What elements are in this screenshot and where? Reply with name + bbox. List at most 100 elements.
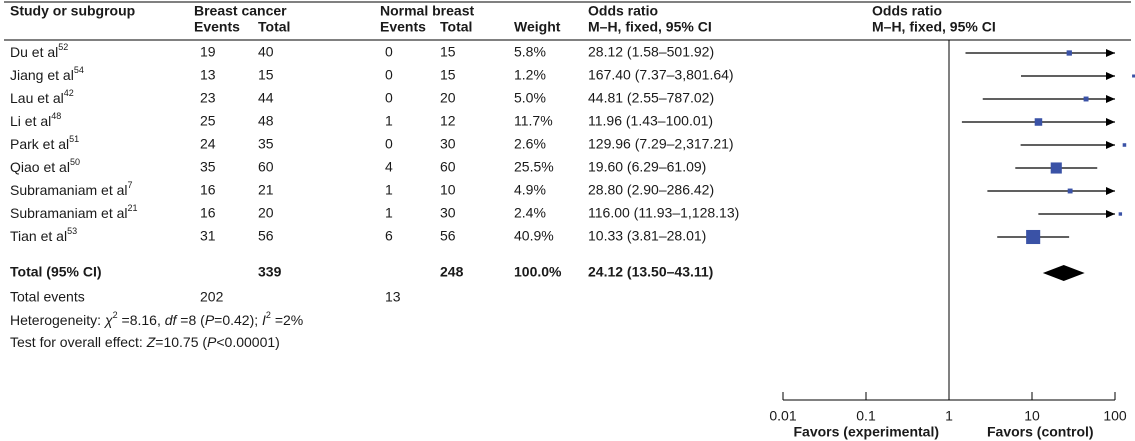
events: 23: [200, 90, 216, 106]
study-label: Tian et al: [10, 228, 67, 244]
text-part: =8.16,: [118, 312, 165, 328]
events: 35: [200, 159, 216, 175]
total: 30: [440, 136, 456, 152]
weight: 5.0%: [514, 90, 546, 106]
events: 24: [200, 136, 216, 152]
text-part: 2: [266, 310, 271, 320]
study-ref: 42: [64, 88, 74, 98]
ci-label: 28.80 (2.90–286.42): [588, 182, 714, 198]
study-ref: 50: [70, 157, 80, 167]
header: Odds ratio: [872, 3, 942, 19]
total: 60: [440, 159, 456, 175]
text-part: =10.75 (: [155, 334, 207, 350]
text-part: <0.00001): [216, 334, 279, 350]
header: Normal breast: [380, 3, 474, 19]
study-square: [1067, 188, 1073, 194]
study-name: Lau et al42: [10, 88, 74, 105]
study-label: Du et al: [10, 44, 58, 60]
header: Odds ratio: [588, 3, 658, 19]
x-tick-label: 100: [1103, 408, 1127, 424]
total: 44: [258, 90, 274, 106]
study-label: Qiao et al: [10, 159, 70, 175]
events: 0: [385, 44, 393, 60]
study-name: Jiang et al54: [10, 65, 84, 82]
ci-label: 129.96 (7.29–2,317.21): [588, 136, 734, 152]
text-part: df: [165, 312, 179, 328]
total-diamond: [1042, 265, 1085, 281]
study-name: Du et al52: [10, 42, 68, 59]
header: M–H, fixed, 95% CI: [872, 19, 996, 35]
text-part: P: [205, 312, 215, 328]
weight: 4.9%: [514, 182, 546, 198]
total: 248: [440, 264, 464, 280]
ci-arrow: [1106, 95, 1115, 103]
study-square: [1026, 229, 1041, 245]
header: Weight: [514, 19, 561, 35]
heterogeneity: Heterogeneity: χ2 =8.16, df =8 (P=0.42);…: [10, 310, 303, 327]
total: 339: [258, 264, 282, 280]
total: 40: [258, 44, 274, 60]
total: 35: [258, 136, 274, 152]
ci-arrow: [1106, 141, 1115, 149]
ci-label: 167.40 (7.37–3,801.64): [588, 67, 734, 83]
ci-arrow: [1106, 49, 1115, 57]
ci-label: 28.12 (1.58–501.92): [588, 44, 714, 60]
study-name: Li et al48: [10, 111, 61, 128]
weight: 40.9%: [514, 228, 554, 244]
text-part: 2: [113, 310, 118, 320]
study-name: Qiao et al50: [10, 157, 80, 174]
study-label: Li et al: [10, 113, 51, 129]
events: 6: [385, 228, 393, 244]
weight: 1.2%: [514, 67, 546, 83]
events: 0: [385, 90, 393, 106]
events: 16: [200, 205, 216, 221]
header: Events: [380, 19, 426, 35]
total-events-label: Total events: [10, 289, 85, 305]
ci-label: 11.96 (1.43–100.01): [588, 113, 713, 129]
total: 56: [258, 228, 274, 244]
header: Events: [194, 19, 240, 35]
study-name: Subramaniam et al7: [10, 180, 133, 197]
total: 12: [440, 113, 456, 129]
ci-label: 116.00 (11.93–1,128.13): [588, 205, 739, 221]
total: 15: [440, 67, 456, 83]
study-ref: 54: [74, 65, 84, 75]
ci-arrow: [1106, 118, 1115, 126]
events: 13: [385, 289, 401, 305]
events: 0: [385, 136, 393, 152]
x-tick-label: 1: [945, 408, 953, 424]
x-tick-label: 0.1: [856, 408, 876, 424]
text-part: =0.42);: [214, 312, 262, 328]
favors-right: Favors (control): [987, 424, 1094, 440]
text-part: Heterogeneity:: [10, 312, 105, 328]
events: 16: [200, 182, 216, 198]
events: 4: [385, 159, 393, 175]
study-label: Jiang et al: [10, 67, 74, 83]
total: 56: [440, 228, 456, 244]
study-square: [1066, 50, 1072, 56]
events: 31: [200, 228, 216, 244]
weight: 100.0%: [514, 264, 562, 280]
study-ref: 48: [51, 111, 61, 121]
text-part: P: [207, 334, 217, 350]
events: 25: [200, 113, 216, 129]
x-tick-label: 0.01: [769, 408, 796, 424]
events: 1: [385, 182, 393, 198]
events: 202: [200, 289, 224, 305]
text-part: Z: [146, 334, 156, 350]
study-square: [1034, 118, 1043, 126]
study-ref: 7: [128, 180, 133, 190]
weight: 2.6%: [514, 136, 546, 152]
header: Study or subgroup: [10, 3, 135, 19]
header: Total: [440, 19, 472, 35]
header: Total: [258, 19, 290, 35]
weight: 25.5%: [514, 159, 554, 175]
study-name: Tian et al53: [10, 226, 77, 243]
study-square: [1132, 74, 1135, 78]
study-ref: 52: [58, 42, 68, 52]
header: Breast cancer: [194, 3, 287, 19]
ci-arrow: [1106, 210, 1115, 218]
events: 13: [200, 67, 216, 83]
study-ref: 21: [128, 203, 138, 213]
